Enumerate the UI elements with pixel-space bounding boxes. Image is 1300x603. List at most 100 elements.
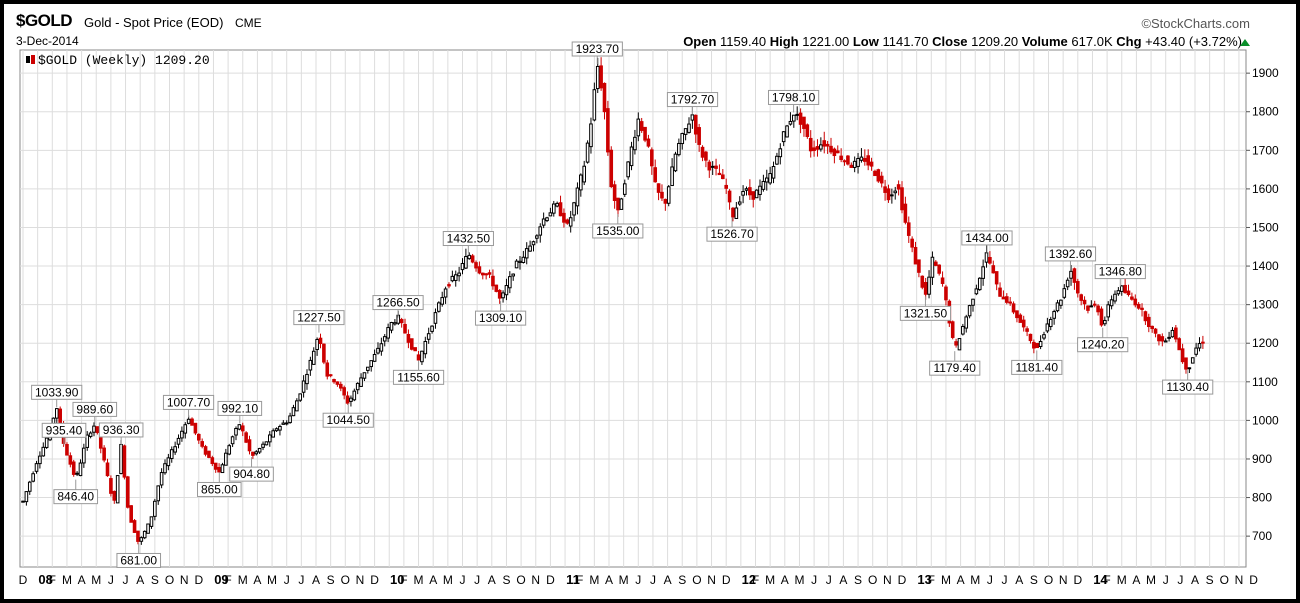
candle-body: [764, 177, 769, 183]
candle-body: [572, 202, 576, 216]
candle-body: [447, 284, 451, 287]
candle-body: [102, 447, 106, 461]
candle-body: [741, 191, 745, 196]
candle-body: [971, 298, 975, 306]
change-label: Chg: [1116, 34, 1142, 49]
candle-body: [136, 530, 140, 542]
candle-body: [873, 170, 877, 177]
candle-body: [115, 475, 120, 504]
x-tick-label: M: [619, 573, 629, 587]
candle-body: [318, 337, 323, 345]
candle-body: [788, 120, 793, 125]
candle-body: [31, 473, 35, 482]
candle-body: [109, 478, 113, 494]
candle-body: [923, 281, 928, 295]
candle-body: [437, 302, 441, 312]
candle-body: [687, 123, 691, 133]
candle-body: [1028, 333, 1033, 342]
candle-body: [464, 256, 468, 269]
annotation-label: 936.30: [103, 423, 140, 437]
candle-body: [484, 273, 488, 276]
candle-body: [852, 160, 857, 168]
candle-body: [690, 114, 695, 121]
candle-body: [673, 153, 678, 172]
candle-body: [284, 422, 289, 425]
candle-body: [1153, 328, 1158, 334]
candle-body: [267, 434, 272, 443]
candle-body: [612, 184, 617, 202]
candle-body: [355, 382, 360, 391]
candle-body: [1048, 318, 1053, 328]
candle-body: [129, 505, 133, 523]
candle-body: [660, 191, 664, 199]
candle-body: [186, 418, 191, 424]
candle-body: [731, 207, 735, 218]
candle-body: [1038, 340, 1043, 348]
x-tick-label: F: [576, 573, 583, 587]
candle-body: [781, 131, 786, 143]
annotation-label: 989.60: [76, 402, 113, 416]
candle-body: [440, 297, 445, 305]
candle-body: [382, 336, 387, 342]
candle-body: [890, 194, 894, 197]
x-tick-label: 11: [566, 572, 580, 587]
candle-body: [994, 271, 999, 285]
y-tick-label: 700: [1252, 529, 1272, 543]
x-tick-label: 08: [38, 572, 52, 587]
x-tick-label: 13: [917, 572, 931, 587]
annotation-label: 1321.50: [904, 306, 948, 320]
candle-body: [1167, 336, 1171, 339]
candle-body: [119, 443, 123, 475]
candle-body: [1177, 338, 1182, 351]
x-tick-label: M: [589, 573, 599, 587]
candle-body: [1042, 334, 1046, 339]
x-tick-label: N: [1235, 573, 1244, 587]
candle-body: [974, 288, 979, 295]
change-value: +43.40 (+3.72%): [1145, 34, 1242, 49]
candle-body: [65, 444, 69, 456]
candle-body: [480, 272, 485, 276]
candle-body: [954, 341, 958, 346]
plot-area: [19, 49, 1247, 568]
annotation-box: [899, 305, 952, 321]
candle-body: [379, 343, 384, 352]
x-tick-label: D: [722, 573, 731, 587]
candle-body: [1130, 296, 1134, 300]
x-tick-label: N: [180, 573, 189, 587]
x-tick-label: F: [400, 573, 407, 587]
candle-body: [112, 490, 117, 501]
candle-body: [139, 537, 144, 542]
x-tick-label: F: [49, 573, 56, 587]
x-tick-label: M: [970, 573, 980, 587]
annotation-box: [293, 310, 345, 326]
candle-body: [1170, 329, 1175, 338]
annotation-box: [31, 384, 83, 400]
candle-body: [795, 113, 799, 116]
candle-body: [633, 136, 637, 151]
x-tick-label: O: [341, 573, 350, 587]
annotation-label: 1033.90: [35, 385, 79, 399]
y-tick-label: 1400: [1252, 259, 1279, 273]
brand-logo[interactable]: ©StockCharts.com: [1141, 16, 1250, 31]
candle-body: [653, 167, 658, 183]
candle-body: [778, 148, 783, 158]
annotation-label: 1227.50: [297, 311, 341, 325]
candle-body: [1106, 304, 1111, 318]
candle-body: [1059, 299, 1063, 306]
candle-body: [984, 252, 989, 263]
candle-body: [443, 288, 448, 298]
candle-body: [541, 218, 546, 226]
x-tick-label: D: [370, 573, 379, 587]
candle-body: [585, 142, 590, 163]
candle-body: [342, 387, 346, 396]
x-tick-label: O: [1220, 573, 1229, 587]
candle-body: [1190, 357, 1195, 364]
candle-body: [835, 150, 840, 154]
annotation-label: 1240.20: [1081, 338, 1125, 352]
candle-body: [1126, 290, 1131, 296]
candle-body: [1069, 270, 1073, 279]
candle-body: [423, 340, 428, 355]
candle-body: [886, 188, 891, 201]
candle-body: [213, 462, 218, 470]
